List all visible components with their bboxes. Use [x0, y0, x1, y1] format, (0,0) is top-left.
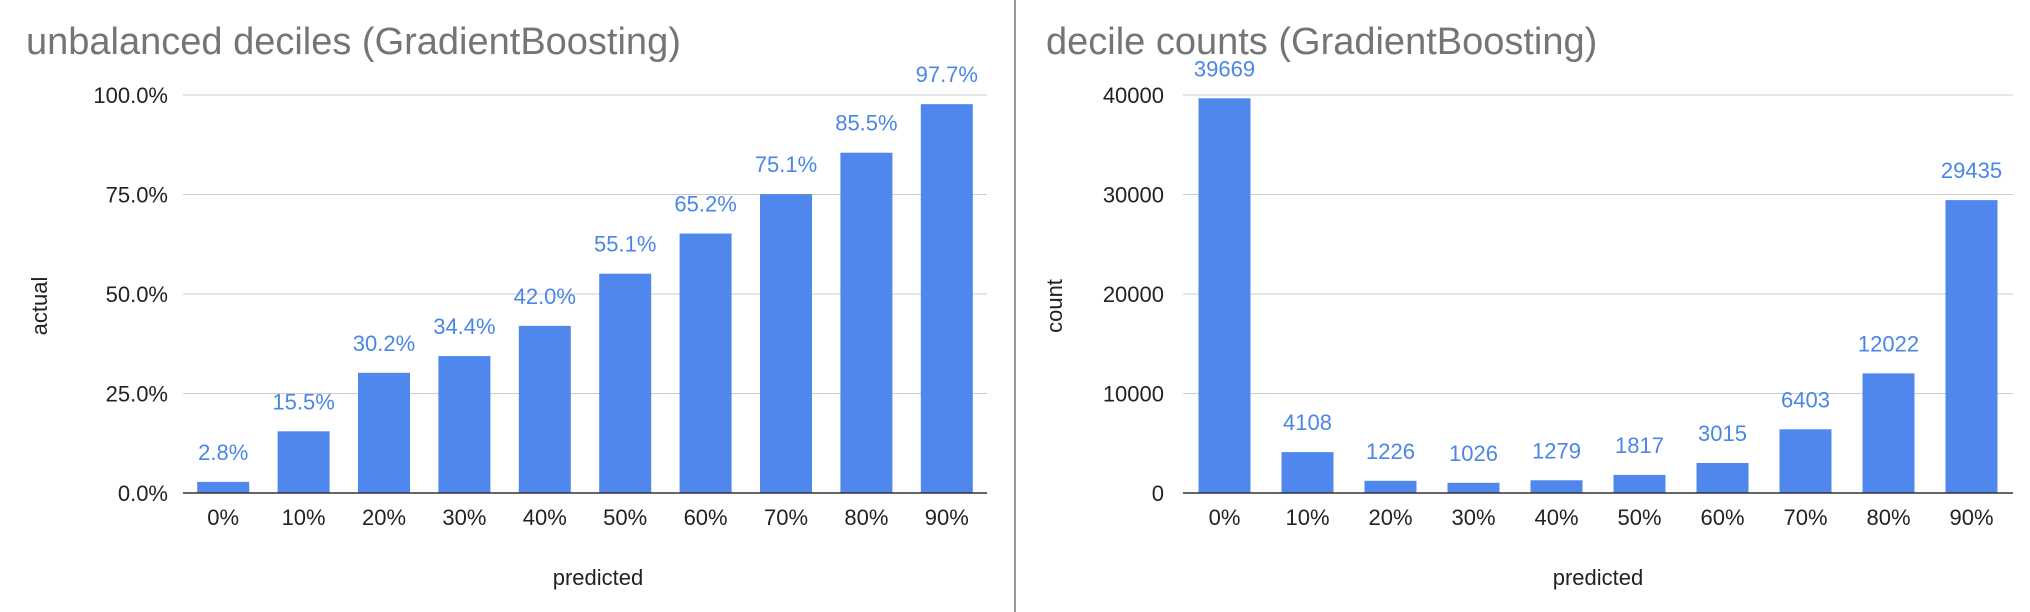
x-tick-label: 60% — [684, 505, 728, 530]
bar — [1945, 200, 1998, 493]
data-label: 6403 — [1781, 387, 1830, 412]
data-label: 15.5% — [272, 389, 334, 414]
bar — [1447, 482, 1500, 493]
y-tick-label: 20000 — [1103, 282, 1164, 307]
data-label: 1279 — [1532, 438, 1581, 463]
bar — [1779, 429, 1832, 493]
chart-panel-counts: decile counts (GradientBoosting) count p… — [1016, 0, 2030, 612]
x-tick-label: 60% — [1700, 505, 1744, 530]
bar — [518, 325, 571, 493]
bar — [679, 233, 732, 493]
y-tick-label: 10000 — [1103, 382, 1164, 407]
data-label: 30.2% — [353, 331, 415, 356]
bar — [1198, 98, 1251, 493]
y-tick-label: 25.0% — [106, 382, 168, 407]
panel-divider — [1014, 0, 1016, 612]
bar — [1281, 452, 1334, 493]
x-tick-label: 20% — [1368, 505, 1412, 530]
data-label: 1817 — [1615, 433, 1664, 458]
data-label: 42.0% — [514, 284, 576, 309]
data-label: 34.4% — [433, 314, 495, 339]
x-tick-label: 70% — [764, 505, 808, 530]
x-tick-label: 0% — [1209, 505, 1241, 530]
chart-title: decile counts (GradientBoosting) — [1046, 21, 1597, 63]
bar — [197, 481, 250, 493]
data-label: 1026 — [1449, 441, 1498, 466]
data-label: 1226 — [1366, 439, 1415, 464]
x-tick-label: 80% — [844, 505, 888, 530]
x-tick-label: 40% — [1534, 505, 1578, 530]
chart-panel-deciles: unbalanced deciles (GradientBoosting) ac… — [0, 0, 1014, 612]
bar — [1530, 480, 1583, 493]
y-tick-label: 100.0% — [93, 83, 168, 108]
x-tick-label: 40% — [523, 505, 567, 530]
bar — [1613, 474, 1666, 493]
y-axis-title: count — [1042, 279, 1067, 333]
data-label: 2.8% — [198, 440, 248, 465]
data-label: 12022 — [1858, 331, 1919, 356]
y-tick-label: 40000 — [1103, 83, 1164, 108]
x-tick-label: 30% — [1451, 505, 1495, 530]
x-tick-label: 20% — [362, 505, 406, 530]
data-label: 29435 — [1941, 158, 2002, 183]
x-tick-label: 90% — [925, 505, 969, 530]
x-tick-label: 30% — [442, 505, 486, 530]
bar — [1696, 463, 1749, 493]
bar — [599, 273, 652, 493]
x-tick-label: 10% — [1285, 505, 1329, 530]
bar — [760, 194, 812, 494]
data-label: 85.5% — [835, 111, 897, 136]
x-tick-label: 0% — [207, 505, 239, 530]
chart-title: unbalanced deciles (GradientBoosting) — [26, 21, 681, 63]
bar — [438, 356, 491, 493]
data-label: 97.7% — [916, 62, 978, 87]
counts-bar-chart: decile counts (GradientBoosting) count p… — [1042, 21, 2013, 590]
x-tick-label: 50% — [1617, 505, 1661, 530]
bar — [840, 152, 893, 493]
x-tick-label: 50% — [603, 505, 647, 530]
data-label: 4108 — [1283, 410, 1332, 435]
x-tick-label: 10% — [282, 505, 326, 530]
x-axis-title: predicted — [553, 565, 644, 590]
bar — [277, 431, 330, 493]
x-tick-label: 80% — [1866, 505, 1910, 530]
y-tick-label: 50.0% — [106, 282, 168, 307]
y-tick-label: 75.0% — [106, 183, 168, 208]
data-label: 65.2% — [674, 192, 736, 217]
data-label: 3015 — [1698, 421, 1747, 446]
x-tick-label: 90% — [1949, 505, 1993, 530]
deciles-bar-chart: unbalanced deciles (GradientBoosting) ac… — [26, 21, 987, 590]
data-label: 39669 — [1194, 56, 1255, 81]
x-tick-label: 70% — [1783, 505, 1827, 530]
data-label: 75.1% — [755, 152, 817, 177]
bar — [1862, 373, 1915, 493]
y-tick-label: 0 — [1152, 481, 1164, 506]
y-tick-label: 30000 — [1103, 183, 1164, 208]
bar — [920, 104, 973, 494]
x-axis-title: predicted — [1553, 565, 1644, 590]
bar — [1364, 480, 1417, 493]
bar — [358, 372, 410, 493]
y-axis-title: actual — [27, 277, 52, 336]
data-label: 55.1% — [594, 232, 656, 257]
y-tick-label: 0.0% — [118, 481, 168, 506]
